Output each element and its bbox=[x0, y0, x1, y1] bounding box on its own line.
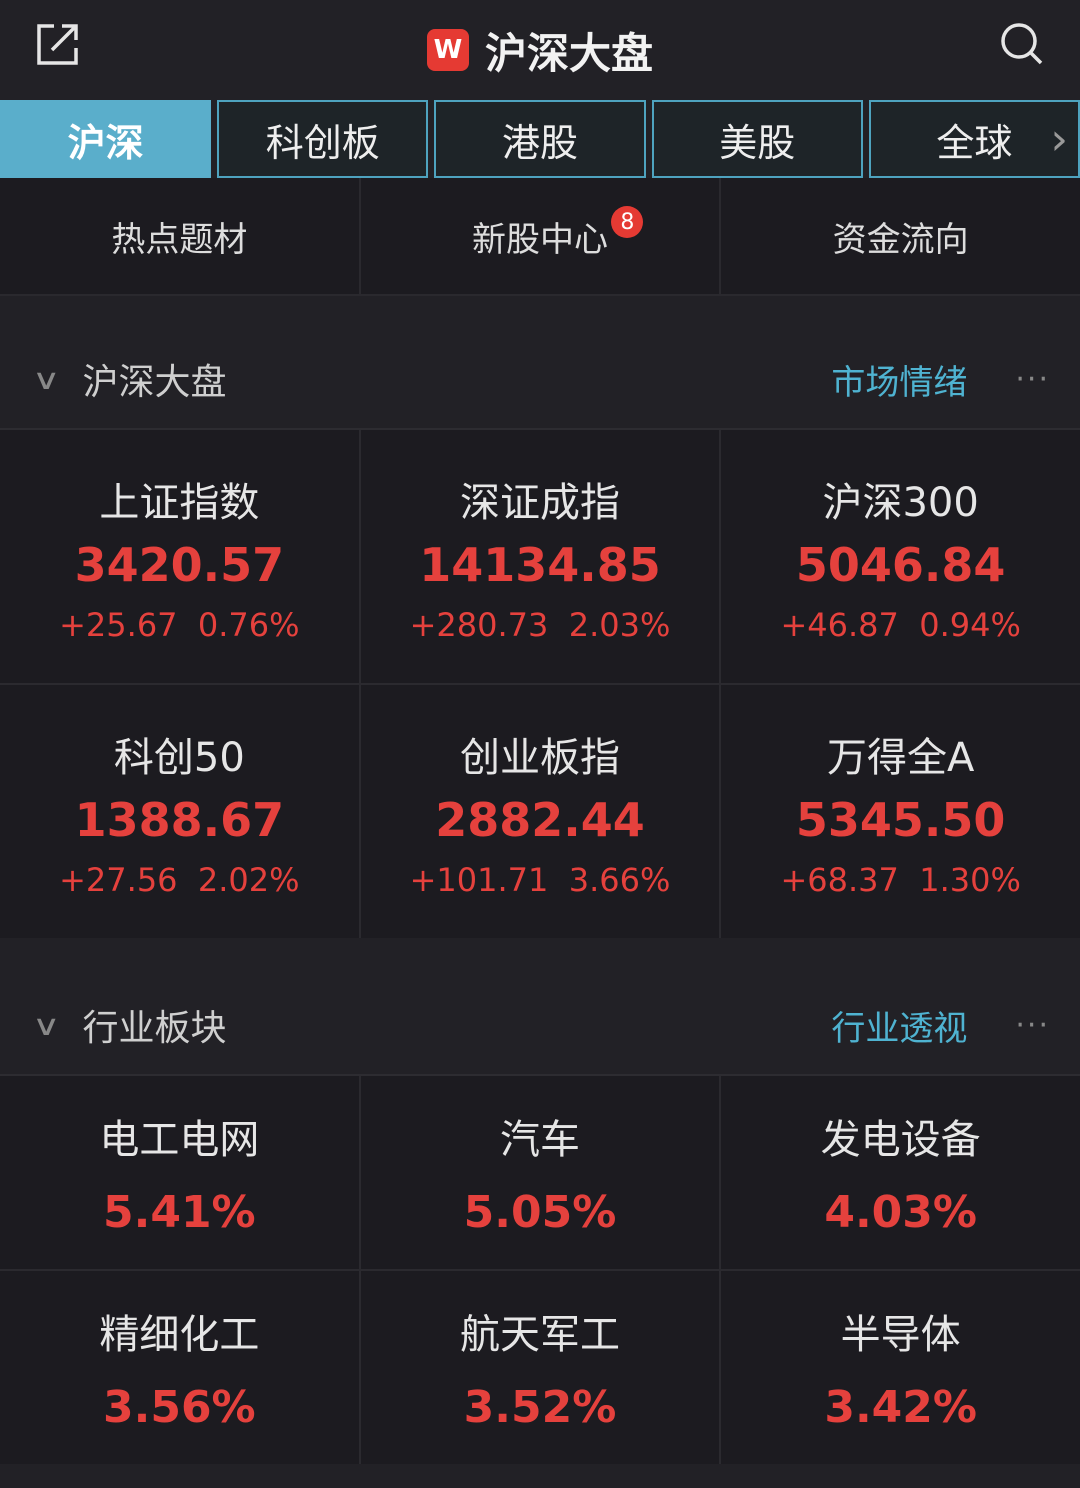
header: W 沪深大盘 bbox=[0, 0, 1080, 100]
industry-card[interactable]: 航天军工 3.52% bbox=[360, 1271, 720, 1464]
industry-pct: 5.05% bbox=[463, 1187, 617, 1238]
new-stock-center-button[interactable]: 新股中心 8 bbox=[361, 178, 722, 294]
industry-card[interactable]: 发电设备 4.03% bbox=[721, 1076, 1080, 1269]
index-pct: 2.03% bbox=[568, 605, 671, 644]
index-pct: 2.02% bbox=[197, 860, 300, 899]
industry-name: 精细化工 bbox=[99, 1312, 260, 1358]
industry-pct: 3.52% bbox=[463, 1382, 617, 1433]
index-name: 科创50 bbox=[113, 734, 245, 781]
market-tabs: 沪深 科创板 港股 美股 全球 › bbox=[0, 100, 1080, 178]
industry-card[interactable]: 精细化工 3.56% bbox=[0, 1271, 359, 1464]
industry-pct: 3.42% bbox=[824, 1382, 977, 1433]
search-icon[interactable] bbox=[998, 20, 1046, 68]
notification-badge: 8 bbox=[611, 206, 644, 238]
industry-name: 半导体 bbox=[840, 1312, 961, 1358]
tab-label: 港股 bbox=[502, 120, 579, 165]
industry-name: 发电设备 bbox=[820, 1117, 981, 1163]
tab-hk[interactable]: 港股 bbox=[434, 100, 646, 178]
industry-name: 电工电网 bbox=[99, 1117, 260, 1163]
index-grid: 上证指数 3420.57 +25.67 0.76% 深证成指 14134.85 … bbox=[0, 430, 1080, 938]
fund-flow-button[interactable]: 资金流向 bbox=[721, 178, 1080, 294]
index-pct: 1.30% bbox=[919, 860, 1021, 899]
industry-name: 汽车 bbox=[499, 1117, 580, 1163]
industry-section-header[interactable]: ∨ 行业板块 行业透视 ··· bbox=[0, 976, 1080, 1076]
label: 资金流向 bbox=[832, 219, 969, 260]
tab-label: 美股 bbox=[719, 120, 796, 165]
index-pct: 3.66% bbox=[568, 860, 671, 899]
index-change: +27.56 bbox=[59, 860, 178, 899]
index-change: +68.37 bbox=[780, 860, 899, 899]
section-title: 行业板块 bbox=[82, 1008, 227, 1049]
index-card[interactable]: 沪深300 5046.84 +46.87 0.94% bbox=[721, 430, 1080, 683]
index-pct: 0.76% bbox=[197, 605, 300, 644]
index-name: 万得全A bbox=[826, 734, 975, 781]
index-change: +101.71 bbox=[409, 860, 549, 899]
tab-global[interactable]: 全球 › bbox=[868, 100, 1080, 178]
app-logo: W bbox=[426, 29, 469, 71]
industry-pct: 3.56% bbox=[103, 1382, 256, 1433]
index-change: +46.87 bbox=[780, 605, 899, 644]
tab-hushen[interactable]: 沪深 bbox=[0, 100, 212, 178]
chevron-down-icon[interactable]: ∨ bbox=[31, 1008, 61, 1042]
tab-label: 科创板 bbox=[265, 120, 380, 165]
index-card[interactable]: 科创50 1388.67 +27.56 2.02% bbox=[0, 685, 359, 938]
label: 新股中心 bbox=[472, 219, 608, 260]
industry-insight-link[interactable]: 行业透视 bbox=[831, 1008, 968, 1049]
chevron-right-icon[interactable]: › bbox=[1050, 113, 1069, 165]
label: 热点题材 bbox=[111, 219, 248, 260]
section-title: 沪深大盘 bbox=[82, 362, 227, 403]
sub-nav: 热点题材 新股中心 8 资金流向 bbox=[0, 178, 1080, 296]
share-external-icon[interactable] bbox=[34, 20, 82, 68]
index-value: 2882.44 bbox=[435, 792, 645, 847]
chevron-down-icon[interactable]: ∨ bbox=[31, 362, 61, 396]
tab-label: 全球 bbox=[936, 120, 1013, 165]
industry-name: 航天军工 bbox=[459, 1312, 620, 1358]
index-value: 5345.50 bbox=[795, 792, 1006, 847]
industry-card[interactable]: 半导体 3.42% bbox=[721, 1271, 1080, 1464]
index-card[interactable]: 深证成指 14134.85 +280.73 2.03% bbox=[360, 430, 720, 683]
index-name: 上证指数 bbox=[99, 479, 260, 526]
index-card[interactable]: 万得全A 5345.50 +68.37 1.30% bbox=[721, 685, 1080, 938]
tab-kechuang[interactable]: 科创板 bbox=[217, 100, 429, 178]
industry-pct: 4.03% bbox=[824, 1187, 977, 1238]
index-pct: 0.94% bbox=[919, 605, 1021, 644]
index-value: 5046.84 bbox=[795, 537, 1006, 592]
industry-card[interactable]: 汽车 5.05% bbox=[360, 1076, 720, 1269]
tab-label: 沪深 bbox=[67, 120, 144, 165]
industry-grid: 电工电网 5.41% 汽车 5.05% 发电设备 4.03% 精细化工 3.56… bbox=[0, 1076, 1080, 1464]
index-card[interactable]: 上证指数 3420.57 +25.67 0.76% bbox=[0, 430, 359, 683]
page-title: 沪深大盘 bbox=[484, 28, 653, 78]
index-value: 3420.57 bbox=[74, 537, 285, 592]
index-value: 14134.85 bbox=[419, 537, 661, 592]
index-name: 沪深300 bbox=[822, 479, 979, 526]
tab-us[interactable]: 美股 bbox=[651, 100, 863, 178]
market-section-header[interactable]: ∨ 沪深大盘 市场情绪 ··· bbox=[0, 330, 1080, 430]
more-icon[interactable]: ··· bbox=[1015, 361, 1050, 397]
hot-topics-button[interactable]: 热点题材 bbox=[0, 178, 361, 294]
index-name: 创业板指 bbox=[459, 734, 620, 781]
industry-card[interactable]: 电工电网 5.41% bbox=[0, 1076, 359, 1269]
index-card[interactable]: 创业板指 2882.44 +101.71 3.66% bbox=[360, 685, 720, 938]
market-sentiment-link[interactable]: 市场情绪 bbox=[831, 362, 968, 403]
more-icon[interactable]: ··· bbox=[1015, 1007, 1050, 1043]
industry-pct: 5.41% bbox=[103, 1187, 256, 1238]
index-name: 深证成指 bbox=[459, 479, 620, 526]
index-change: +25.67 bbox=[59, 605, 178, 644]
index-change: +280.73 bbox=[409, 605, 549, 644]
index-value: 1388.67 bbox=[74, 792, 285, 847]
